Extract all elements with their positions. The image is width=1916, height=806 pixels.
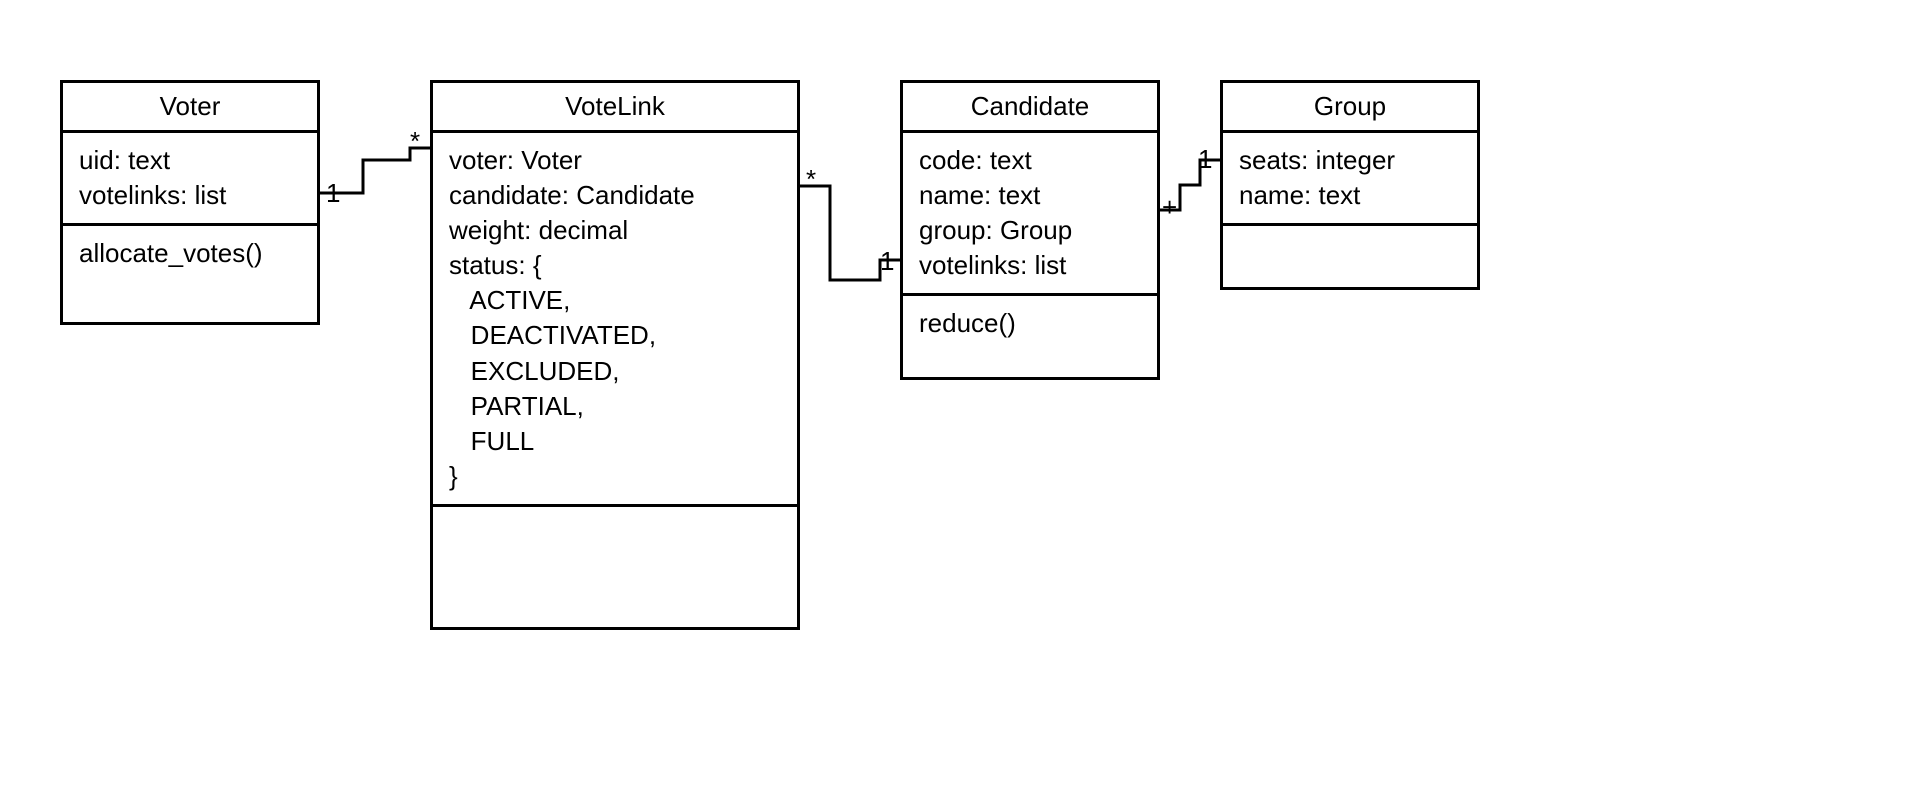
class-votelink: VoteLink voter: Voter candidate: Candida… <box>430 80 800 630</box>
class-voter-methods: allocate_votes() <box>63 226 317 281</box>
class-candidate-title: Candidate <box>903 83 1157 133</box>
class-group: Group seats: integer name: text <box>1220 80 1480 290</box>
class-voter: Voter uid: text votelinks: list allocate… <box>60 80 320 325</box>
mult-voter-side: 1 <box>326 178 340 209</box>
class-candidate-attrs: code: text name: text group: Group votel… <box>903 133 1157 296</box>
class-votelink-attrs: voter: Voter candidate: Candidate weight… <box>433 133 797 507</box>
class-group-methods <box>1223 226 1477 276</box>
class-voter-title: Voter <box>63 83 317 133</box>
class-candidate: Candidate code: text name: text group: G… <box>900 80 1160 380</box>
class-votelink-title: VoteLink <box>433 83 797 133</box>
mult-candidate-side-right: + <box>1162 192 1177 223</box>
mult-votelink-side-left: * <box>410 126 420 157</box>
class-candidate-methods: reduce() <box>903 296 1157 351</box>
mult-votelink-side-right: * <box>806 164 816 195</box>
class-votelink-methods <box>433 507 797 557</box>
class-voter-attrs: uid: text votelinks: list <box>63 133 317 226</box>
mult-candidate-side-left: 1 <box>880 246 894 277</box>
mult-group-side: 1 <box>1198 144 1212 175</box>
class-group-attrs: seats: integer name: text <box>1223 133 1477 226</box>
class-group-title: Group <box>1223 83 1477 133</box>
